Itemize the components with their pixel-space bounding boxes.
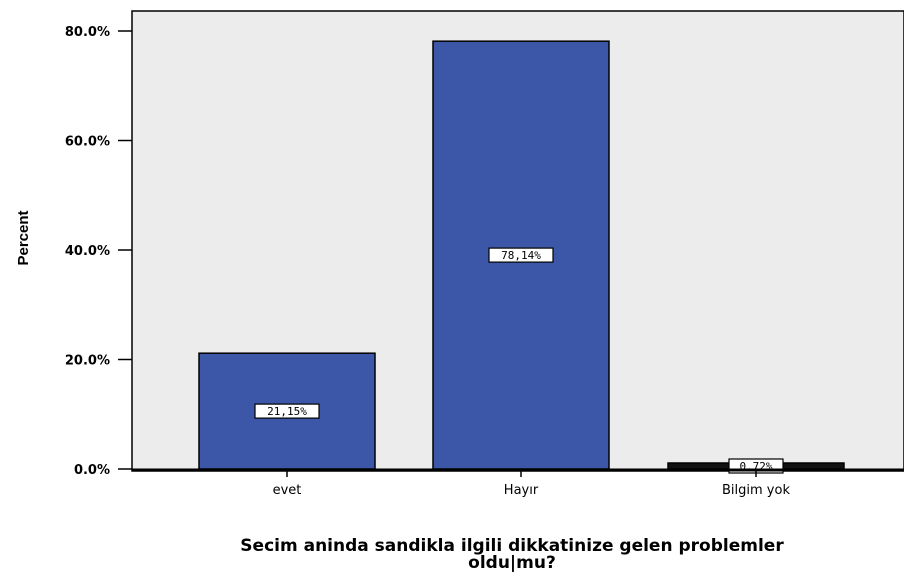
y-axis-label: Percent [15, 210, 32, 265]
x-axis-title: Secim aninda sandikla ilgili dikkatinize… [120, 538, 904, 572]
data-label-box [488, 247, 554, 263]
y-tick-label: 40.0% [65, 244, 110, 259]
y-tick-label: 0.0% [74, 463, 110, 478]
data-label: 78,14% [501, 249, 541, 262]
x-axis: evet Hayır Bilgim yok [132, 468, 904, 498]
y-axis: 0.0% 20.0% 40.0% 60.0% 80.0% [65, 25, 132, 478]
bar [198, 352, 376, 470]
data-label: 21,15% [267, 405, 307, 418]
x-axis-title-line2: oldu|mu? [468, 553, 556, 573]
data-label-box [254, 403, 320, 419]
y-tick-label: 20.0% [65, 354, 110, 369]
x-tick-label: Hayır [504, 483, 539, 498]
y-tick-label: 60.0% [65, 135, 110, 150]
x-tick-label: Bilgim yok [722, 483, 790, 498]
y-tick-label: 80.0% [65, 25, 110, 40]
x-tick-label: evet [273, 483, 302, 498]
x-axis-title-line1: Secim aninda sandikla ilgili dikkatinize… [240, 536, 784, 556]
